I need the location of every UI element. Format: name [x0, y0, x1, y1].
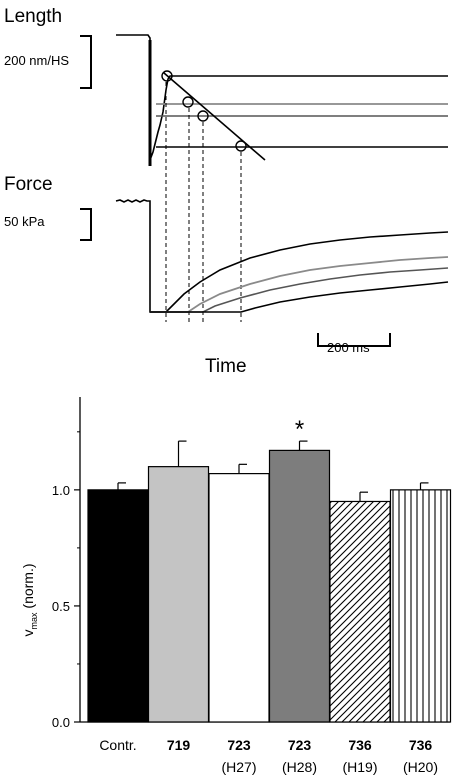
force-trace-1 — [115, 199, 449, 313]
x-category-label: 736 — [348, 737, 372, 753]
bar — [329, 500, 391, 723]
force-scale-bar — [80, 208, 92, 241]
marker-circle — [235, 140, 247, 152]
vmax-bar-chart: 0.0 0.5 1.0 * Contr. 719 723 (H27) 723 (H28) 736… — [20, 397, 452, 775]
bar — [208, 473, 270, 723]
y-axis-title-subscript: max — [29, 612, 39, 630]
bar — [389, 489, 452, 723]
y-tick-label: 1.0 — [52, 483, 70, 498]
y-tick-label: 0.5 — [52, 599, 70, 614]
length-scale-bar — [80, 35, 92, 89]
time-scale-bar — [317, 333, 391, 347]
marker-circle — [182, 96, 194, 108]
trace-panel: Length 200 nm/HS Force 50 kPa — [4, 6, 449, 377]
length-label: Length — [4, 6, 62, 27]
force-trace-4 — [150, 281, 449, 313]
bar — [87, 489, 149, 723]
bars: * — [87, 416, 452, 723]
x-category-label: 723 — [288, 737, 312, 753]
length-trace-1 — [116, 34, 448, 161]
x-category-label: Contr. — [99, 737, 136, 753]
force-trace-3 — [150, 267, 449, 313]
length-traces — [116, 34, 448, 166]
force-trace-2 — [150, 256, 449, 313]
slack-fit-line — [163, 72, 266, 161]
marker-circle — [161, 70, 173, 82]
x-category-label: 719 — [167, 737, 191, 753]
x-category-sublabel: (H19) — [342, 759, 377, 775]
bar — [147, 466, 210, 723]
y-axis-title-suffix: (norm.) — [20, 563, 36, 612]
force-traces — [115, 199, 449, 313]
y-ticks: 0.0 0.5 1.0 — [52, 431, 80, 730]
force-label: Force — [4, 174, 53, 195]
significance-marker: * — [295, 416, 304, 443]
x-category-sublabel: (H27) — [221, 759, 256, 775]
x-category-label: 736 — [409, 737, 433, 753]
marker-circle — [197, 110, 209, 122]
length-scale-label: 200 nm/HS — [4, 53, 69, 68]
time-scale-label: 200 ms — [327, 340, 370, 355]
force-scale-label: 50 kPa — [4, 214, 45, 229]
x-category-sublabel: (H28) — [282, 759, 317, 775]
x-category-label: 723 — [227, 737, 251, 753]
bar — [268, 449, 331, 723]
time-label: Time — [205, 356, 247, 377]
x-category-sublabel: (H20) — [403, 759, 438, 775]
y-axis-title-main: v — [20, 630, 36, 637]
x-labels: Contr. 719 723 (H27) 723 (H28) 736 (H19) 736 (H20… — [99, 737, 438, 775]
y-axis-title: vmax (norm.) — [20, 563, 39, 636]
dashed-guides — [165, 82, 242, 322]
y-tick-label: 0.0 — [52, 715, 70, 730]
